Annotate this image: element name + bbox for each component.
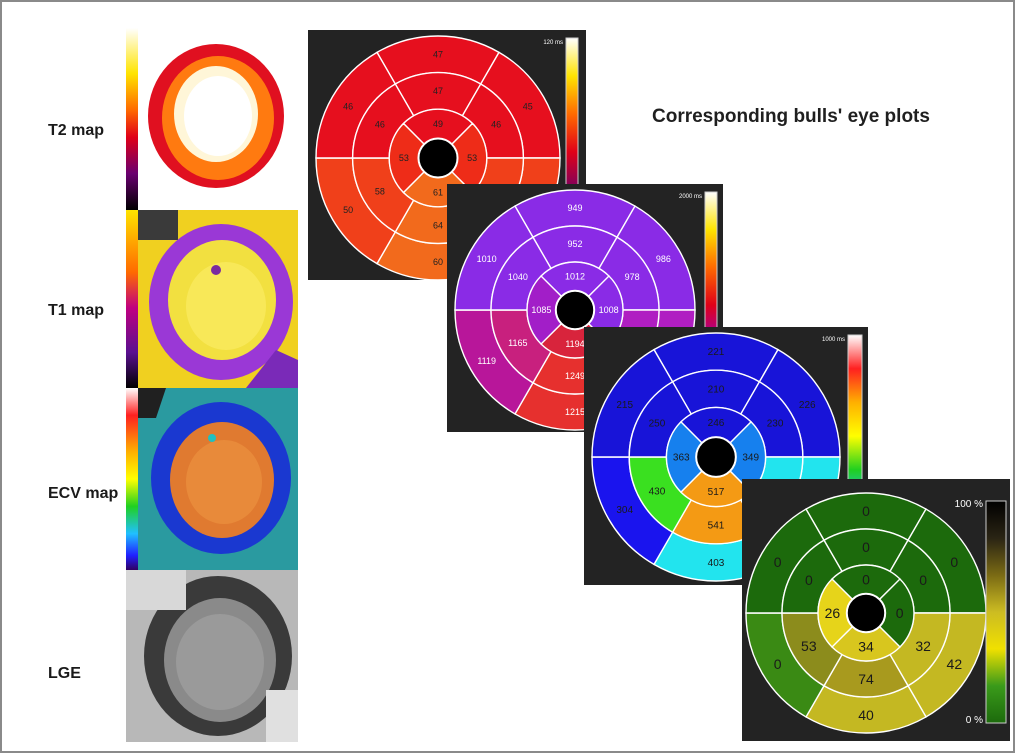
segment-value-10: 1249 <box>565 371 585 381</box>
segment-value-4: 40 <box>858 707 874 723</box>
segment-value-15: 517 <box>708 487 725 498</box>
segment-value-14: 349 <box>742 453 759 464</box>
segment-value-2: 226 <box>799 400 816 411</box>
segment-value-11: 1165 <box>508 338 527 348</box>
segment-value-13: 0 <box>862 571 870 587</box>
lge-image <box>126 570 298 742</box>
segment-value-14: 0 <box>896 605 904 621</box>
segment-value-8: 978 <box>625 272 640 282</box>
segment-value-2: 45 <box>523 101 533 111</box>
colorbar-min-label: 0 % <box>966 715 983 726</box>
segment-value-15: 61 <box>433 187 443 197</box>
colorbar-max-label: 120 ms <box>543 40 563 46</box>
bullseye-center <box>554 289 596 331</box>
bullseye-heading: Corresponding bulls' eye plots <box>652 106 930 127</box>
segment-value-5: 0 <box>774 656 782 672</box>
segment-value-7: 47 <box>433 86 443 96</box>
segment-value-13: 49 <box>433 119 443 129</box>
bullseye-center <box>695 436 737 478</box>
segment-value-12: 1040 <box>508 272 528 282</box>
bullseye-segments <box>745 492 987 734</box>
segment-value-6: 0 <box>774 554 782 570</box>
segment-value-4: 60 <box>433 257 443 267</box>
label-t2-map: T2 map <box>48 122 105 139</box>
lge-bullseye-plot: 0 0 42 40 0 0 0 0 32 74 53 0 0 0 34 26 100 % 0 % <box>742 479 1010 741</box>
segment-value-11: 53 <box>801 638 817 654</box>
ecv-map-image <box>126 388 298 570</box>
segment-value-2: 986 <box>656 254 671 264</box>
segment-value-4: 403 <box>708 558 725 569</box>
t2-map-image <box>126 28 298 210</box>
segment-value-11: 430 <box>649 487 666 498</box>
segment-value-6: 46 <box>343 101 353 111</box>
segment-value-5: 50 <box>343 205 353 215</box>
segment-value-2: 0 <box>950 554 958 570</box>
t1-map-image <box>126 210 298 388</box>
label-ecv-map: ECV map <box>48 485 119 502</box>
segment-value-4: 1215 <box>565 407 585 417</box>
segment-value-5: 304 <box>616 505 633 516</box>
segment-value-14: 53 <box>467 153 477 163</box>
segment-value-6: 1010 <box>477 254 497 264</box>
segment-value-13: 246 <box>708 418 725 429</box>
segment-value-3: 42 <box>947 656 963 672</box>
segment-value-16: 53 <box>399 153 409 163</box>
segment-value-12: 46 <box>375 120 385 130</box>
bullseye-center <box>845 592 887 634</box>
segment-value-1: 0 <box>862 503 870 519</box>
segment-value-7: 952 <box>567 239 582 249</box>
segment-value-1: 221 <box>708 347 725 358</box>
segment-value-8: 46 <box>491 120 501 130</box>
segment-value-1: 47 <box>433 49 443 59</box>
segment-value-14: 1008 <box>599 305 619 315</box>
segment-value-8: 230 <box>767 418 784 429</box>
label-t1-map: T1 map <box>48 302 105 319</box>
segment-value-1: 949 <box>567 203 582 213</box>
segment-value-6: 215 <box>616 400 633 411</box>
segment-value-16: 26 <box>825 605 841 621</box>
segment-value-15: 1194 <box>565 339 584 349</box>
segment-value-7: 0 <box>862 539 870 555</box>
segment-value-5: 1119 <box>477 356 496 366</box>
segment-value-9: 32 <box>915 638 931 654</box>
bullseye-center <box>417 137 459 179</box>
label-lge: LGE <box>48 665 81 682</box>
segment-value-10: 64 <box>433 220 443 230</box>
segment-value-12: 0 <box>805 572 813 588</box>
segment-value-16: 1085 <box>531 305 551 315</box>
colorbar-max-label: 100 % <box>955 499 983 510</box>
colorbar-max-label: 1000 ms <box>822 337 845 343</box>
segment-value-8: 0 <box>919 572 927 588</box>
segment-value-7: 210 <box>708 384 725 395</box>
segment-value-15: 34 <box>858 639 874 655</box>
segment-value-16: 363 <box>673 453 690 464</box>
segment-value-10: 74 <box>858 671 874 687</box>
segment-value-11: 58 <box>375 187 385 197</box>
colorbar <box>985 500 1007 724</box>
segment-value-12: 250 <box>649 418 666 429</box>
segment-value-10: 541 <box>708 521 725 532</box>
colorbar-max-label: 2000 ms <box>679 194 702 200</box>
segment-value-13: 1012 <box>565 272 585 282</box>
